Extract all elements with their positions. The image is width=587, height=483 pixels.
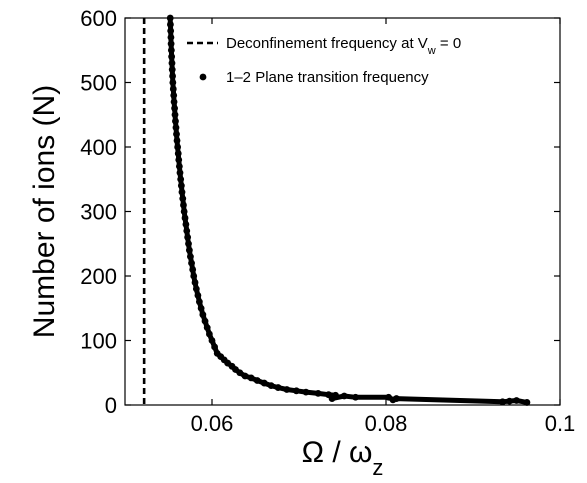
x-axis-title-main: Ω / ω <box>302 436 373 469</box>
legend-entry-deconfinement-b: = 0 <box>436 35 461 52</box>
legend-entry-deconfinement: Deconfinement frequency at Vw = 0 <box>226 35 461 57</box>
legend: Deconfinement frequency at Vw = 0 1–2 Pl… <box>187 35 461 86</box>
y-tick-label: 0 <box>105 393 117 418</box>
y-tick-label: 300 <box>80 200 117 225</box>
legend-entry-deconfinement-a: Deconfinement frequency at V <box>226 35 428 52</box>
y-axis-title: Number of ions (N) <box>28 85 61 338</box>
y-tick-label: 500 <box>80 71 117 96</box>
x-axis-title: Ω / ωz <box>302 436 384 480</box>
legend-entry-deconfinement-sub: w <box>427 45 436 57</box>
data-point-trace <box>167 15 530 405</box>
y-tick-label: 400 <box>80 135 117 160</box>
y-tick-label: 100 <box>80 329 117 354</box>
legend-dot-swatch <box>199 73 207 81</box>
x-tick-label: 0.06 <box>191 411 234 436</box>
x-tick-label: 0.08 <box>365 411 408 436</box>
plot-area <box>142 14 531 406</box>
x-axis-title-sub: z <box>372 455 383 480</box>
legend-entry-plane-transition: 1–2 Plane transition frequency <box>226 69 429 86</box>
y-tick-label: 200 <box>80 264 117 289</box>
y-tick-label: 600 <box>80 6 117 31</box>
plot-frame <box>124 17 561 406</box>
x-tick-label: 0.1 <box>545 411 576 436</box>
